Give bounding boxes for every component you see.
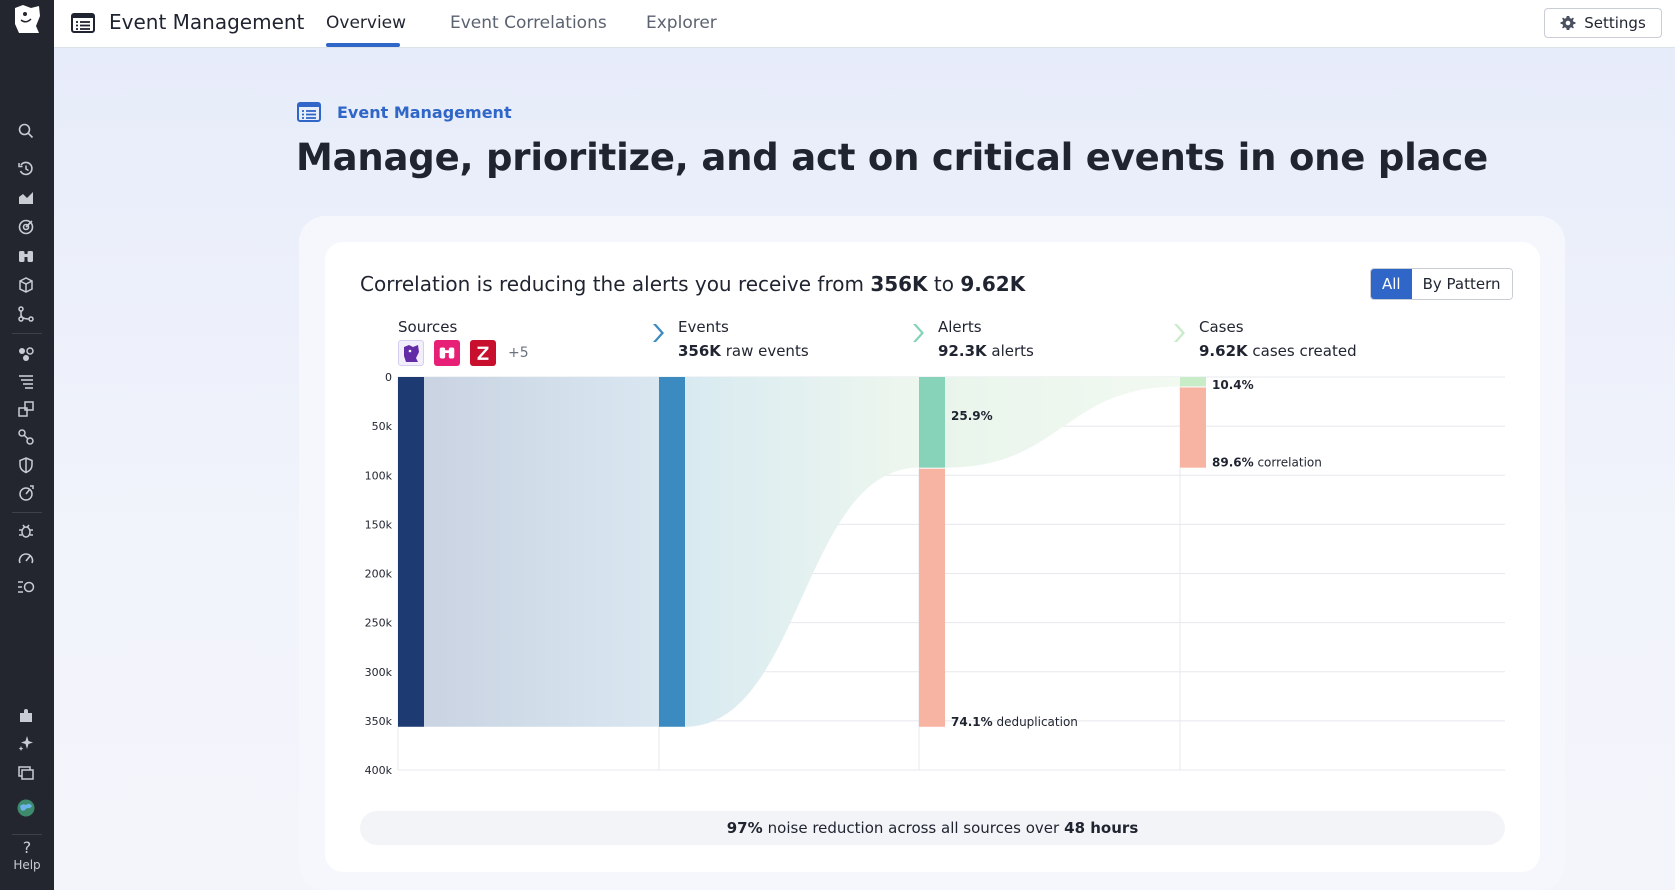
- event-management-icon: [71, 13, 95, 33]
- column-alerts: Alerts 92.3K alerts: [938, 318, 1034, 360]
- help-button[interactable]: ? Help: [0, 838, 54, 872]
- sidebar: ? Help: [0, 0, 54, 890]
- app-title: Event Management: [109, 10, 305, 34]
- alerts-suffix: alerts: [986, 342, 1034, 360]
- security-icon[interactable]: [15, 454, 37, 476]
- y-tick-label: 400k: [365, 764, 393, 777]
- alerts-count: 92.3K alerts: [938, 342, 1034, 360]
- zendesk-source-icon[interactable]: [470, 340, 496, 366]
- cases-correlation-label: 89.6% correlation: [1212, 456, 1322, 470]
- integrations-icon[interactable]: [15, 398, 37, 420]
- page-title: Manage, prioritize, and act on critical …: [296, 136, 1489, 179]
- tab-event-correlations[interactable]: Event Correlations: [450, 13, 607, 33]
- bar-events: [659, 377, 685, 727]
- noise-reduction-summary: 97% noise reduction across all sources o…: [360, 811, 1505, 845]
- bug-icon[interactable]: [15, 520, 37, 542]
- correlation-summary: Correlation is reducing the alerts you r…: [360, 272, 1025, 296]
- sources-label: Sources: [398, 318, 458, 336]
- y-tick-label: 250k: [365, 617, 393, 630]
- events-value: 356K: [678, 342, 721, 360]
- column-cases: Cases 9.62K cases created: [1199, 318, 1357, 360]
- bar-alerts-kept: [919, 377, 945, 468]
- events-suffix: raw events: [720, 342, 809, 360]
- y-tick-label: 0: [385, 371, 392, 384]
- chevron-right-icon: [1174, 324, 1185, 342]
- noise-reduction-pct: 97%: [726, 819, 763, 837]
- toggle-by-pattern[interactable]: By Pattern: [1411, 269, 1512, 299]
- monitors-icon[interactable]: [15, 216, 37, 238]
- top-bar: Event Management Overview Event Correlat…: [54, 0, 1675, 48]
- gear-icon: [1560, 16, 1576, 30]
- apm-icon[interactable]: [15, 303, 37, 325]
- summary-from: 356K: [870, 272, 928, 296]
- alerts-dedup-label: 74.1% deduplication: [951, 715, 1078, 729]
- events-count: 356K raw events: [678, 342, 809, 360]
- org-avatar[interactable]: [15, 797, 37, 819]
- tab-explorer[interactable]: Explorer: [646, 13, 717, 33]
- active-tab-indicator: [326, 43, 400, 47]
- binoculars-source-icon[interactable]: [434, 340, 460, 366]
- binoculars-icon[interactable]: [15, 245, 37, 267]
- eyebrow-label: Event Management: [337, 102, 512, 122]
- dashboards-icon[interactable]: [15, 187, 37, 209]
- rum-icon[interactable]: [15, 482, 37, 504]
- alerts-kept-label: 25.9%: [951, 409, 993, 423]
- tab-overview[interactable]: Overview: [326, 13, 407, 33]
- help-label: Help: [13, 858, 41, 872]
- view-toggle: All By Pattern: [1370, 268, 1513, 300]
- noise-reduction-text: noise reduction across all sources over: [767, 819, 1060, 837]
- settings-label: Settings: [1584, 14, 1646, 32]
- cases-suffix: cases created: [1247, 342, 1357, 360]
- summary-to: 9.62K: [960, 272, 1026, 296]
- settings-button[interactable]: Settings: [1544, 8, 1662, 38]
- cases-kept-label: 10.4%: [1212, 378, 1254, 392]
- more-sources-count[interactable]: +5: [508, 345, 529, 361]
- history-icon[interactable]: [15, 158, 37, 180]
- event-management-icon: [297, 102, 321, 122]
- y-tick-label: 100k: [365, 469, 393, 482]
- y-tick-label: 200k: [365, 568, 393, 581]
- bar-cases-correlated: [1180, 387, 1206, 468]
- alerts-label: Alerts: [938, 318, 982, 336]
- flow-sources-events: [424, 377, 659, 727]
- events-label: Events: [678, 318, 729, 336]
- y-tick-label: 150k: [365, 518, 393, 531]
- alerts-value: 92.3K: [938, 342, 987, 360]
- incidents-icon[interactable]: [15, 762, 37, 784]
- y-tick-label: 50k: [372, 420, 393, 433]
- eyebrow: Event Management: [297, 102, 512, 122]
- chevron-right-icon: [913, 324, 924, 342]
- cases-label: Cases: [1199, 318, 1244, 336]
- network-icon[interactable]: [15, 426, 37, 448]
- column-sources: Sources: [398, 318, 457, 336]
- y-tick-label: 300k: [365, 666, 393, 679]
- column-events: Events 356K raw events: [678, 318, 809, 360]
- services-icon[interactable]: [15, 343, 37, 365]
- logs-icon[interactable]: [15, 370, 37, 392]
- flow-alerts-cases: [945, 377, 1180, 468]
- search-icon[interactable]: [15, 120, 37, 142]
- noise-reduction-window: 48 hours: [1064, 819, 1139, 837]
- datadog-source-icon[interactable]: [398, 340, 424, 366]
- summary-middle: to: [927, 272, 961, 296]
- flow-events-alerts: [685, 377, 919, 727]
- cases-value: 9.62K: [1199, 342, 1248, 360]
- toggle-all[interactable]: All: [1371, 269, 1412, 299]
- extensions-icon[interactable]: [15, 705, 37, 727]
- datadog-logo[interactable]: [9, 2, 45, 36]
- bar-alerts-deduplicated: [919, 468, 945, 727]
- y-tick-label: 350k: [365, 715, 393, 728]
- bar-sources: [398, 377, 424, 727]
- ci-icon[interactable]: [15, 576, 37, 598]
- cases-count: 9.62K cases created: [1199, 342, 1357, 360]
- chevron-right-icon: [653, 324, 664, 342]
- sparkle-icon[interactable]: [15, 732, 37, 754]
- help-icon: ?: [22, 838, 32, 857]
- infrastructure-icon[interactable]: [15, 274, 37, 296]
- synthetics-icon[interactable]: [15, 548, 37, 570]
- source-icons: +5: [398, 340, 529, 366]
- bar-cases-kept: [1180, 377, 1206, 387]
- summary-prefix: Correlation is reducing the alerts you r…: [360, 272, 871, 296]
